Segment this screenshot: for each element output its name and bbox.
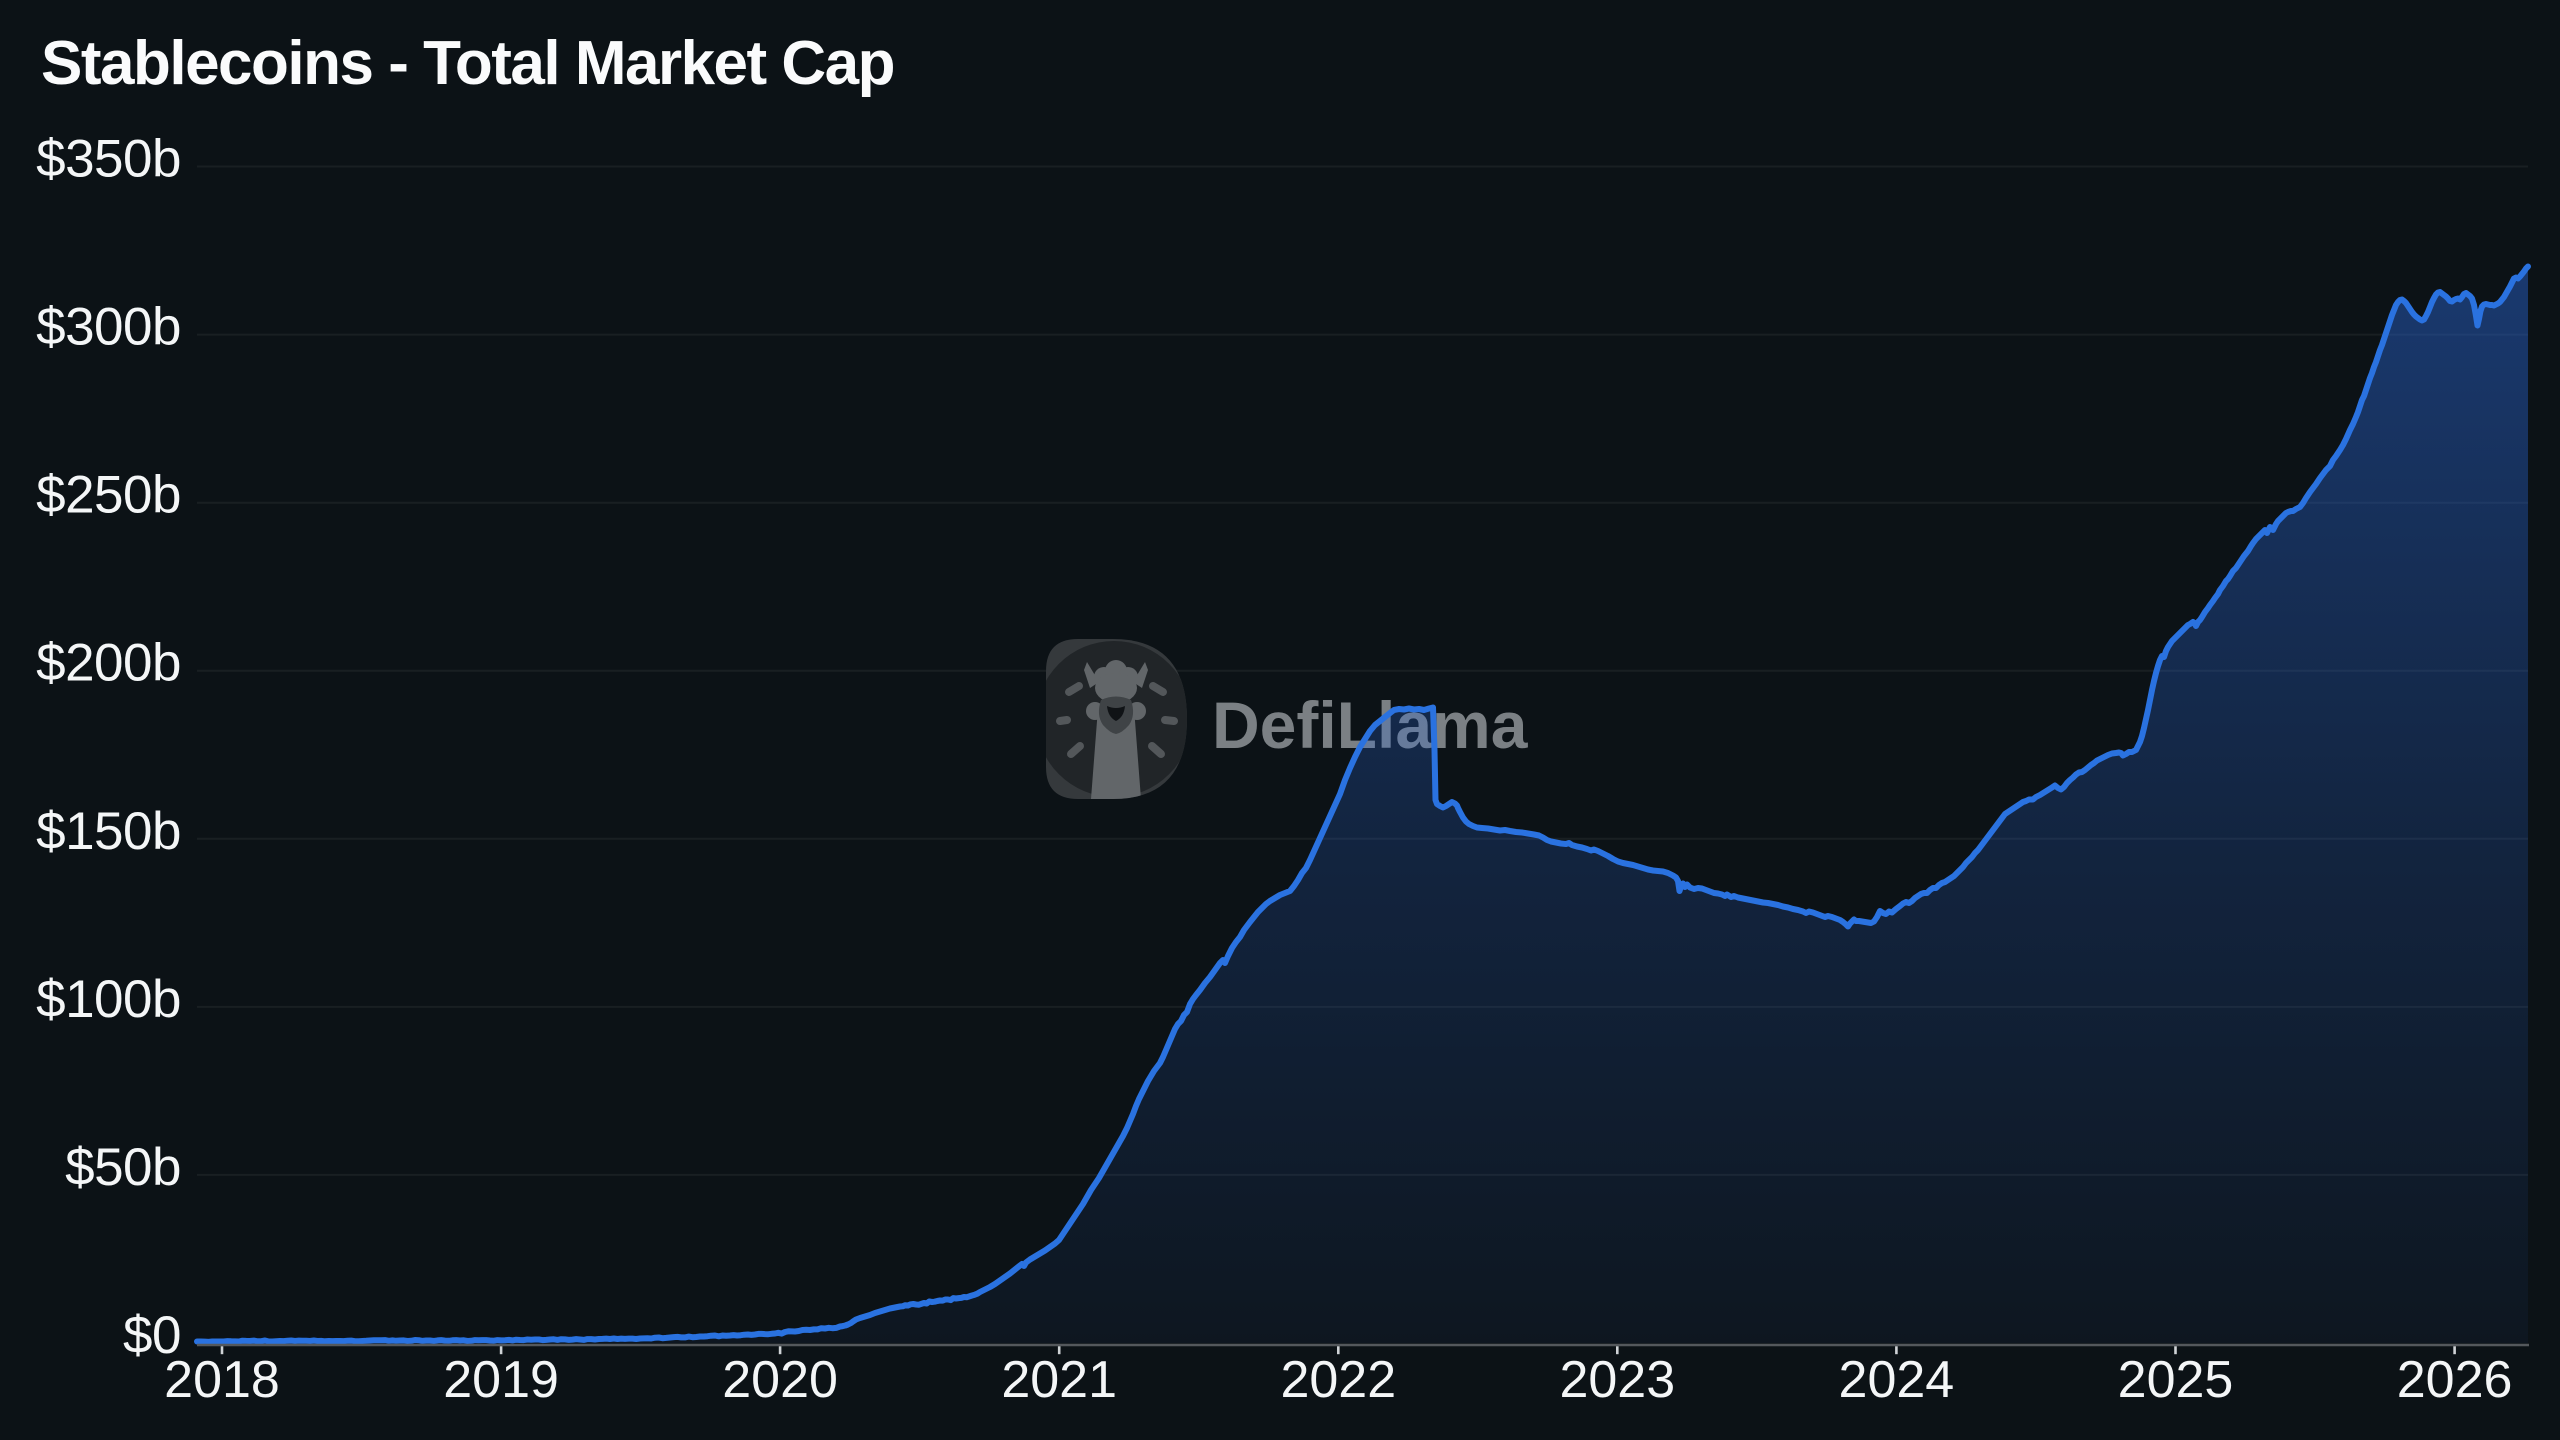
svg-text:$300b: $300b (36, 298, 181, 357)
svg-text:2023: 2023 (1559, 1351, 1675, 1409)
svg-text:2022: 2022 (1280, 1351, 1396, 1409)
svg-text:$0: $0 (123, 1306, 181, 1365)
svg-text:$350b: $350b (36, 130, 181, 189)
svg-text:2018: 2018 (164, 1351, 280, 1409)
svg-text:2024: 2024 (1839, 1351, 1955, 1409)
svg-text:2025: 2025 (2118, 1351, 2234, 1409)
svg-text:$100b: $100b (36, 970, 181, 1029)
svg-text:Stablecoins - Total Market Cap: Stablecoins - Total Market Cap (41, 29, 894, 98)
svg-text:2026: 2026 (2397, 1351, 2513, 1409)
svg-text:2021: 2021 (1001, 1351, 1117, 1409)
svg-text:$50b: $50b (65, 1138, 181, 1197)
svg-text:2020: 2020 (722, 1351, 838, 1409)
svg-text:2019: 2019 (443, 1351, 559, 1409)
svg-text:$200b: $200b (36, 634, 181, 693)
svg-text:$250b: $250b (36, 466, 181, 525)
svg-text:$150b: $150b (36, 802, 181, 861)
